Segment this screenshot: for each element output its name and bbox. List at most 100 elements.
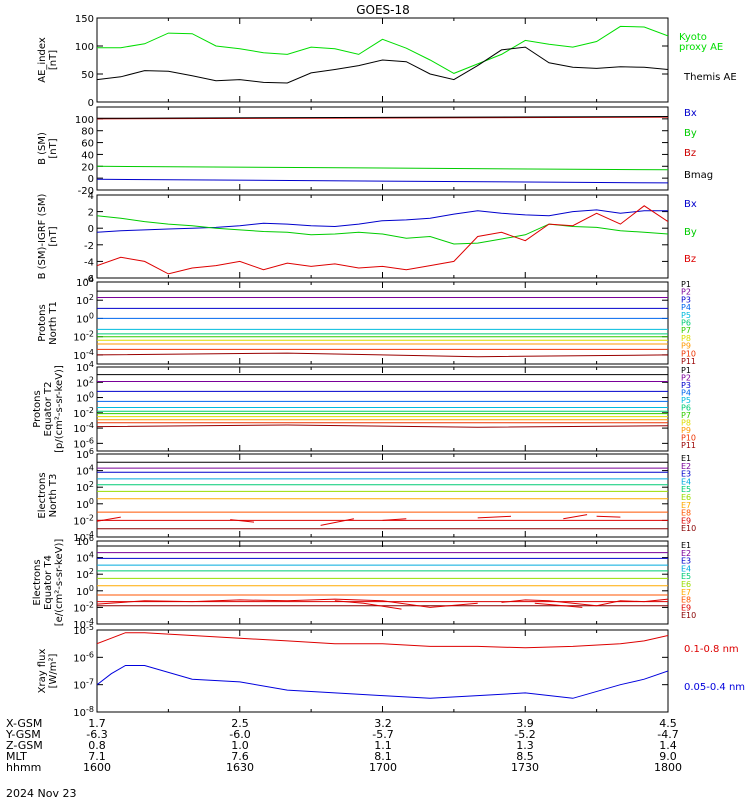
footer-value: 1630 (226, 761, 254, 774)
series-line-kyoto-proxy-ae (97, 25, 668, 74)
footer-row-label: Z-GSM (6, 739, 43, 752)
panel-frame (96, 106, 669, 191)
channel-label: P6 (681, 319, 691, 328)
channel-label: E2 (681, 549, 691, 558)
legend-entry: 0.05-0.4 nm (684, 682, 745, 693)
legend-entry: Bz (684, 148, 696, 159)
footer-row-label: hhmm (6, 761, 41, 774)
y-tick-label: 100 (76, 311, 94, 325)
channel-label: E9 (681, 603, 691, 612)
y-tick-label: -4 (84, 257, 94, 268)
y-axis-title: B (SM) (37, 132, 48, 165)
series-line-by (97, 165, 668, 171)
series-fragment (320, 518, 354, 526)
footer-value: 1600 (83, 761, 111, 774)
series-line-p11 (97, 352, 668, 358)
legend-entry: By (684, 227, 697, 238)
channel-label: E9 (681, 516, 691, 525)
y-tick-label: 4 (88, 191, 94, 202)
series-group (97, 25, 668, 84)
legend-entry: proxy AE (679, 42, 723, 53)
y-tick-label: 104 (76, 360, 94, 374)
channel-label: P11 (681, 441, 696, 450)
footer-value: 1.1 (374, 739, 392, 752)
y-tick-label: 40 (81, 150, 94, 161)
channel-label: E6 (681, 493, 691, 502)
channel-label: E10 (681, 611, 696, 620)
channel-label: P4 (681, 389, 691, 398)
y-axis-title: Electrons (37, 472, 48, 518)
footer-value: 1.0 (231, 739, 249, 752)
series-fragment (382, 518, 407, 521)
y-tick-label: 10-2 (73, 600, 94, 614)
legend-entry: Bmag (684, 170, 713, 181)
channel-label: P8 (681, 334, 691, 343)
series-fragment (97, 516, 121, 522)
y-axis-title: [p/(cm²-s-sr-keV)] (54, 365, 65, 453)
series-fragment (563, 514, 588, 520)
channel-label: P10 (681, 434, 696, 443)
channel-label: E3 (681, 470, 691, 479)
orbit-footer: X-GSM 1.7 2.5 3.2 3.9 4.5 Y-GSM -6.3 -6.0 -5.7 -5.… (5, 717, 682, 774)
series-line-bmag (97, 116, 668, 119)
series-line-bz (97, 116, 668, 120)
legend-entry: 0.1-0.8 nm (684, 644, 739, 655)
y-tick-label: 0 (88, 174, 94, 185)
series-fragment (334, 600, 402, 610)
channel-label: P6 (681, 404, 691, 413)
footer-value: 4.5 (659, 717, 677, 730)
y-tick-label: 10-5 (73, 623, 94, 637)
y-tick-label: 104 (76, 551, 94, 565)
y-tick-label: 0 (88, 98, 94, 109)
y-tick-label: 20 (81, 162, 94, 173)
channel-label: E8 (681, 509, 691, 518)
panel-frame (96, 281, 669, 365)
y-tick-label: 102 (76, 567, 94, 581)
y-tick-label: 106 (76, 534, 94, 548)
panel-frame (96, 453, 669, 538)
footer-value: -6.0 (229, 728, 250, 741)
y-tick-label: 106 (76, 447, 94, 461)
footer-value: 3.2 (374, 717, 392, 730)
series-fragment (501, 598, 668, 607)
series-group (97, 374, 668, 428)
footer-value: 8.1 (374, 750, 392, 763)
channel-label: E5 (681, 485, 691, 494)
y-tick-label: 10-2 (73, 330, 94, 344)
channel-label: E10 (681, 524, 696, 533)
panel-frame (96, 629, 669, 713)
channel-label: E2 (681, 462, 691, 471)
y-tick-label: 2 (88, 208, 94, 219)
y-axis-title: Protons (32, 390, 43, 427)
y-tick-label: 100 (75, 115, 94, 126)
channel-label: P11 (681, 357, 696, 366)
y-tick-label: 100 (76, 391, 94, 405)
y-axis-title: [W/m²] (48, 653, 59, 688)
series-line-by (97, 215, 668, 245)
channel-label: P7 (681, 326, 691, 335)
channel-label: P3 (681, 381, 691, 390)
footer-value: 7.1 (88, 750, 106, 763)
footer-value: -4.7 (657, 728, 678, 741)
series-line-0-05-0-4-nm (97, 665, 668, 699)
footer-value: 3.9 (516, 717, 534, 730)
y-tick-label: 102 (76, 293, 94, 307)
series-line-0-1-0-8-nm (97, 632, 668, 649)
y-tick-label: 102 (76, 375, 94, 389)
y-tick-label: -20 (78, 186, 94, 197)
y-tick-label: 10-2 (73, 406, 94, 420)
footer-value: 7.6 (231, 750, 249, 763)
y-tick-label: 100 (75, 42, 94, 53)
chart-title: GOES-18 (356, 3, 410, 17)
y-axis-title: North T1 (48, 301, 59, 345)
channel-label: E1 (681, 541, 691, 550)
y-axis-title: [nT] (48, 50, 59, 70)
series-group (97, 205, 668, 275)
panel-frame (96, 540, 669, 625)
y-tick-label: 102 (76, 480, 94, 494)
footer-value: 9.0 (659, 750, 677, 763)
